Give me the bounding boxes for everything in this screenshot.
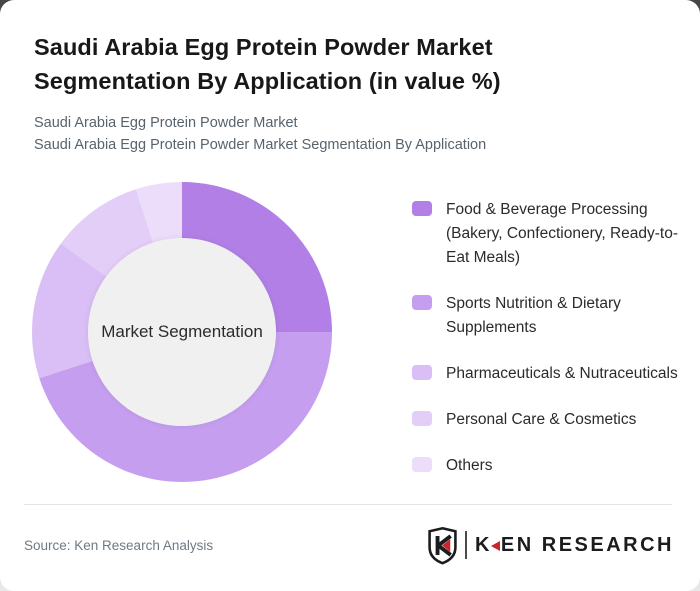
- logo-wordmark: K EN RESEARCH: [475, 534, 674, 557]
- subtitle-block: Saudi Arabia Egg Protein Powder Market S…: [34, 112, 674, 156]
- legend-item-personal-care: Personal Care & Cosmetics: [412, 408, 684, 432]
- source-text: Source: Ken Research Analysis: [24, 537, 214, 553]
- donut-center-label: Market Segmentation: [101, 322, 263, 341]
- legend-item-pharmaceuticals: Pharmaceuticals & Nutraceuticals: [412, 362, 684, 386]
- page-title: Saudi Arabia Egg Protein Powder Market S…: [34, 34, 501, 94]
- legend-swatch: [412, 295, 432, 310]
- ken-research-logo: K EN RESEARCH: [427, 526, 674, 565]
- chart-legend: Food & Beverage Processing (Bakery, Conf…: [412, 198, 684, 500]
- donut-chart: Market Segmentation: [32, 182, 332, 482]
- legend-label: Sports Nutrition & Dietary Supplements: [446, 295, 621, 336]
- legend-item-sports-nutrition: Sports Nutrition & Dietary Supplements: [412, 292, 684, 340]
- legend-label: Food & Beverage Processing (Bakery, Conf…: [446, 201, 679, 266]
- subtitle-line-1: Saudi Arabia Egg Protein Powder Market: [34, 115, 298, 131]
- logo-wordmark-k: K: [474, 533, 492, 556]
- legend-item-food-beverage: Food & Beverage Processing (Bakery, Conf…: [412, 198, 684, 270]
- ken-research-shield-icon: [428, 526, 457, 565]
- legend-label: Personal Care & Cosmetics: [446, 411, 637, 428]
- logo-separator: [464, 531, 467, 559]
- footer-divider: [24, 504, 672, 505]
- legend-label: Others: [446, 457, 493, 474]
- logo-red-triangle-icon: [490, 541, 500, 551]
- legend-swatch: [412, 365, 432, 380]
- legend-swatch: [412, 201, 432, 216]
- legend-item-others: Others: [412, 454, 684, 478]
- legend-swatch: [412, 411, 432, 426]
- legend-swatch: [412, 457, 432, 472]
- footer: Source: Ken Research Analysis K EN RESEAR…: [24, 522, 674, 568]
- donut-center: Market Segmentation: [88, 238, 276, 426]
- subtitle-line-2: Saudi Arabia Egg Protein Powder Market S…: [34, 137, 487, 153]
- logo-wordmark-rest: EN RESEARCH: [500, 533, 674, 556]
- legend-label: Pharmaceuticals & Nutraceuticals: [446, 365, 678, 382]
